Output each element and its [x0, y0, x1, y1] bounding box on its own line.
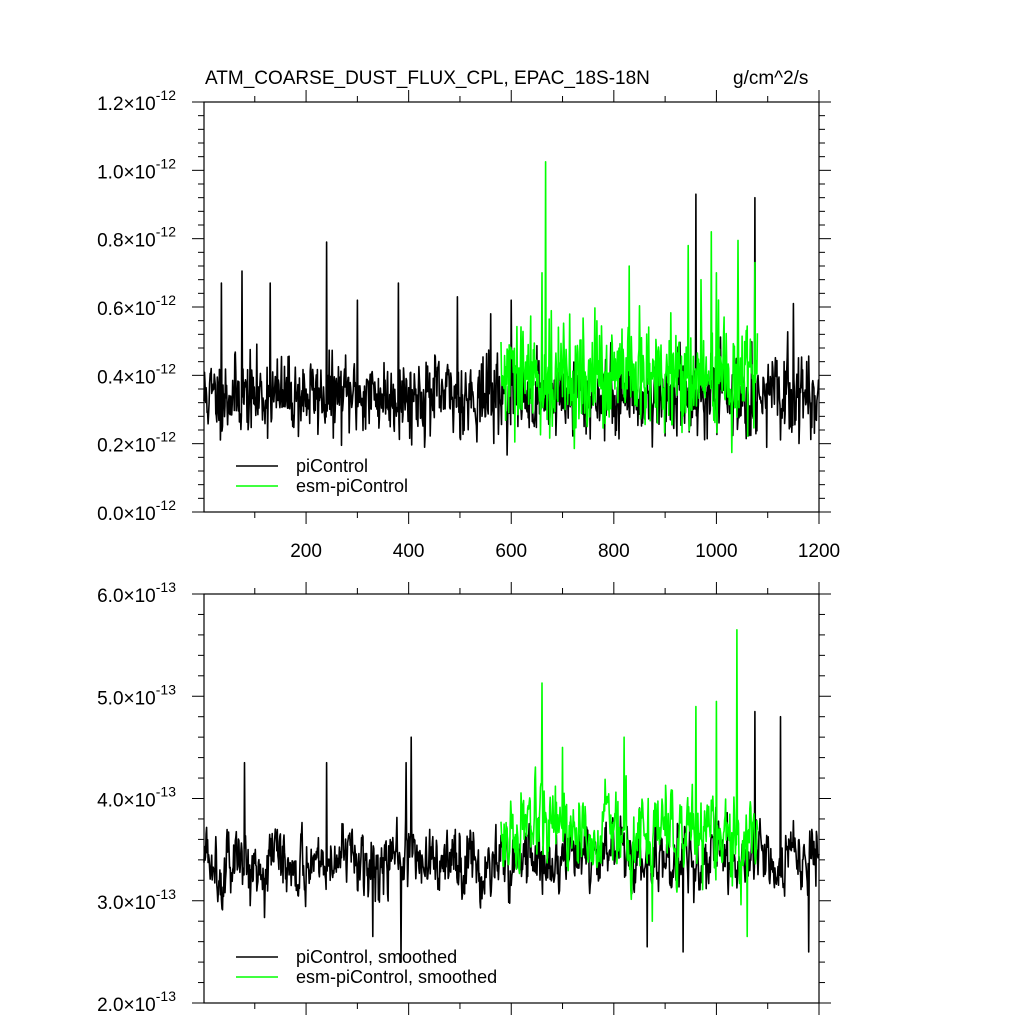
series-line-esm-picontrol — [500, 161, 759, 454]
legend-label: piControl — [296, 456, 368, 476]
x-tick-label: 400 — [393, 541, 425, 562]
y-tick-label: 1.0×10-12 — [97, 155, 176, 183]
y-tick-label: 0.6×10-12 — [97, 292, 176, 320]
plot-frame — [203, 593, 820, 1004]
chart-units: g/cm^2/s — [733, 68, 808, 89]
y-tick-label: 3.0×10-13 — [97, 886, 176, 914]
y-tick-label: 2.0×10-13 — [97, 988, 176, 1016]
x-tick-label: 600 — [495, 541, 527, 562]
y-tick-label: 0.4×10-12 — [97, 360, 176, 388]
legend-label: esm-piControl, smoothed — [296, 967, 497, 987]
series-line-esm-picontrol — [500, 628, 759, 938]
y-tick-label: 5.0×10-13 — [97, 681, 176, 709]
x-tick-label: 800 — [598, 541, 630, 562]
y-tick-label: 0.2×10-12 — [97, 429, 176, 457]
x-tick-label: 1000 — [695, 541, 737, 562]
y-tick-label: 1.2×10-12 — [97, 87, 176, 115]
chart-title: ATM_COARSE_DUST_FLUX_CPL, EPAC_18S-18N — [205, 68, 650, 89]
top-panel: 200 400 600 800 1000 1200 0.0×10-12 0.2×10-12 0.… — [97, 87, 840, 562]
legend-label: piControl, smoothed — [296, 947, 457, 967]
legend-label: esm-piControl — [296, 476, 408, 496]
x-tick-label: 1200 — [798, 541, 840, 562]
y-tick-label: 4.0×10-13 — [97, 784, 176, 812]
bottom-panel: 2.0×10-13 3.0×10-13 4.0×10-13 5.0×10-13 6.0×… — [97, 579, 831, 1016]
y-tick-label: 6.0×10-13 — [97, 579, 176, 607]
series-line-picontrol — [203, 193, 820, 456]
y-tick-label: 0.8×10-12 — [97, 224, 176, 252]
x-tick-label: 200 — [290, 541, 322, 562]
y-tick-label: 0.0×10-12 — [97, 497, 176, 525]
